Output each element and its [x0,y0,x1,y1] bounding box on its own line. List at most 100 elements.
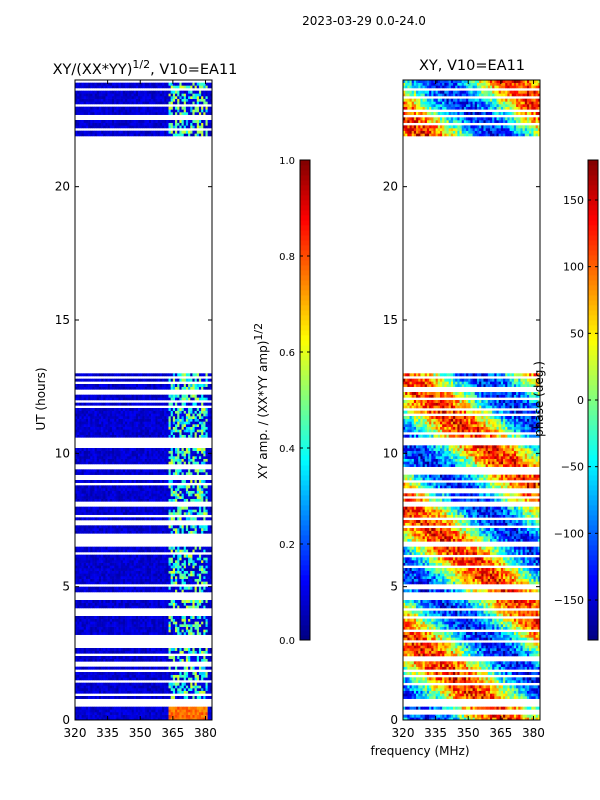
heatmap-cell [79,589,82,593]
heatmap-cell [120,485,124,489]
heatmap-cell [125,650,128,654]
heatmap-cell [77,618,80,622]
heatmap-cell [135,576,139,579]
heatmap-cell [177,557,180,561]
heatmap-cell [101,554,104,558]
heatmap-cell [81,525,84,529]
heatmap-cell [177,562,180,566]
heatmap-cell [209,674,213,678]
heatmap-cell [98,578,102,582]
heatmap-cell [168,624,171,627]
heatmap-cell [111,496,115,499]
heatmap-cell [146,690,150,694]
heatmap-cell [105,480,108,483]
heatmap-cell [155,648,158,651]
heatmap-cell [133,632,137,635]
heatmap-cell [179,512,182,515]
heatmap-cell [198,509,202,513]
heatmap-cell [179,709,182,713]
heatmap-cell [170,632,174,635]
heatmap-cell [183,682,187,686]
heatmap-cell [172,554,176,558]
heatmap-cell [164,434,167,438]
heatmap-cell [79,410,82,414]
heatmap-cell [122,602,126,606]
heatmap-cell [107,573,111,577]
heatmap-cell [185,666,189,670]
heatmap-cell [188,418,191,422]
heatmap-cell [90,506,93,510]
heatmap-cell [77,517,80,521]
heatmap-cell [81,605,84,609]
heatmap-cell [203,410,206,414]
heatmap-cell [159,493,163,497]
heatmap-cell [198,573,202,577]
heatmap-cell [188,616,191,619]
heatmap-cell [77,496,80,499]
heatmap-cell [172,429,176,433]
heatmap-cell [181,616,185,619]
heatmap-cell [157,429,161,433]
heatmap-cell [144,650,148,654]
heatmap-cell [170,712,174,715]
heatmap-cell [209,402,213,406]
heatmap-cell [170,421,174,425]
heatmap-cell [98,650,102,654]
heatmap-cell [168,709,171,713]
heatmap-cell [75,402,78,406]
heatmap-cell [198,485,202,489]
heatmap-cell [96,621,100,625]
heatmap-cell [166,570,169,574]
heatmap-cell [120,453,124,457]
heatmap-cell [129,426,132,430]
heatmap-cell [175,496,178,499]
heatmap-cell [181,397,185,401]
heatmap-cell [146,517,150,521]
heatmap-cell [196,602,200,606]
heatmap-cell [125,408,128,411]
heatmap-cell [192,562,195,566]
heatmap-cell [157,456,161,459]
heatmap-cell [177,434,180,438]
heatmap-cell [138,688,141,691]
heatmap-cell [207,629,211,633]
heatmap-cell [190,469,193,473]
heatmap-cell [157,549,161,553]
heatmap-cell [101,421,104,425]
heatmap-cell [96,666,100,670]
heatmap-cell [190,688,193,691]
heatmap-cell [196,480,200,483]
heatmap-cell [209,688,213,691]
heatmap-cell [83,648,87,651]
heatmap-cell [125,498,128,502]
heatmap-cell [133,458,137,462]
heatmap-cell [175,512,178,515]
heatmap-cell [175,626,178,630]
heatmap-cell [175,650,178,654]
heatmap-cell [155,658,158,662]
heatmap-cell [181,650,185,654]
heatmap-cell [170,480,174,483]
heatmap-cell [85,618,89,622]
heatmap-cell [133,426,137,430]
heatmap-cell [138,618,141,622]
heatmap-cell [83,493,87,497]
heatmap-cell [107,410,111,414]
heatmap-cell [120,509,124,513]
heatmap-cell [103,490,106,494]
heatmap-cell [120,525,124,529]
heatmap-cell [205,602,208,606]
heatmap-cell [159,658,163,662]
heatmap-cell [194,453,198,457]
heatmap-cell [131,562,135,566]
heatmap-cell [207,717,211,721]
heatmap-cell [135,402,139,406]
heatmap-cell [96,461,100,465]
heatmap-cell [103,530,106,534]
heatmap-cell [122,658,126,662]
heatmap-cell [105,581,108,585]
heatmap-cell [183,565,187,569]
heatmap-cell [155,600,158,603]
heatmap-cell [166,413,169,417]
heatmap-cell [118,424,121,427]
